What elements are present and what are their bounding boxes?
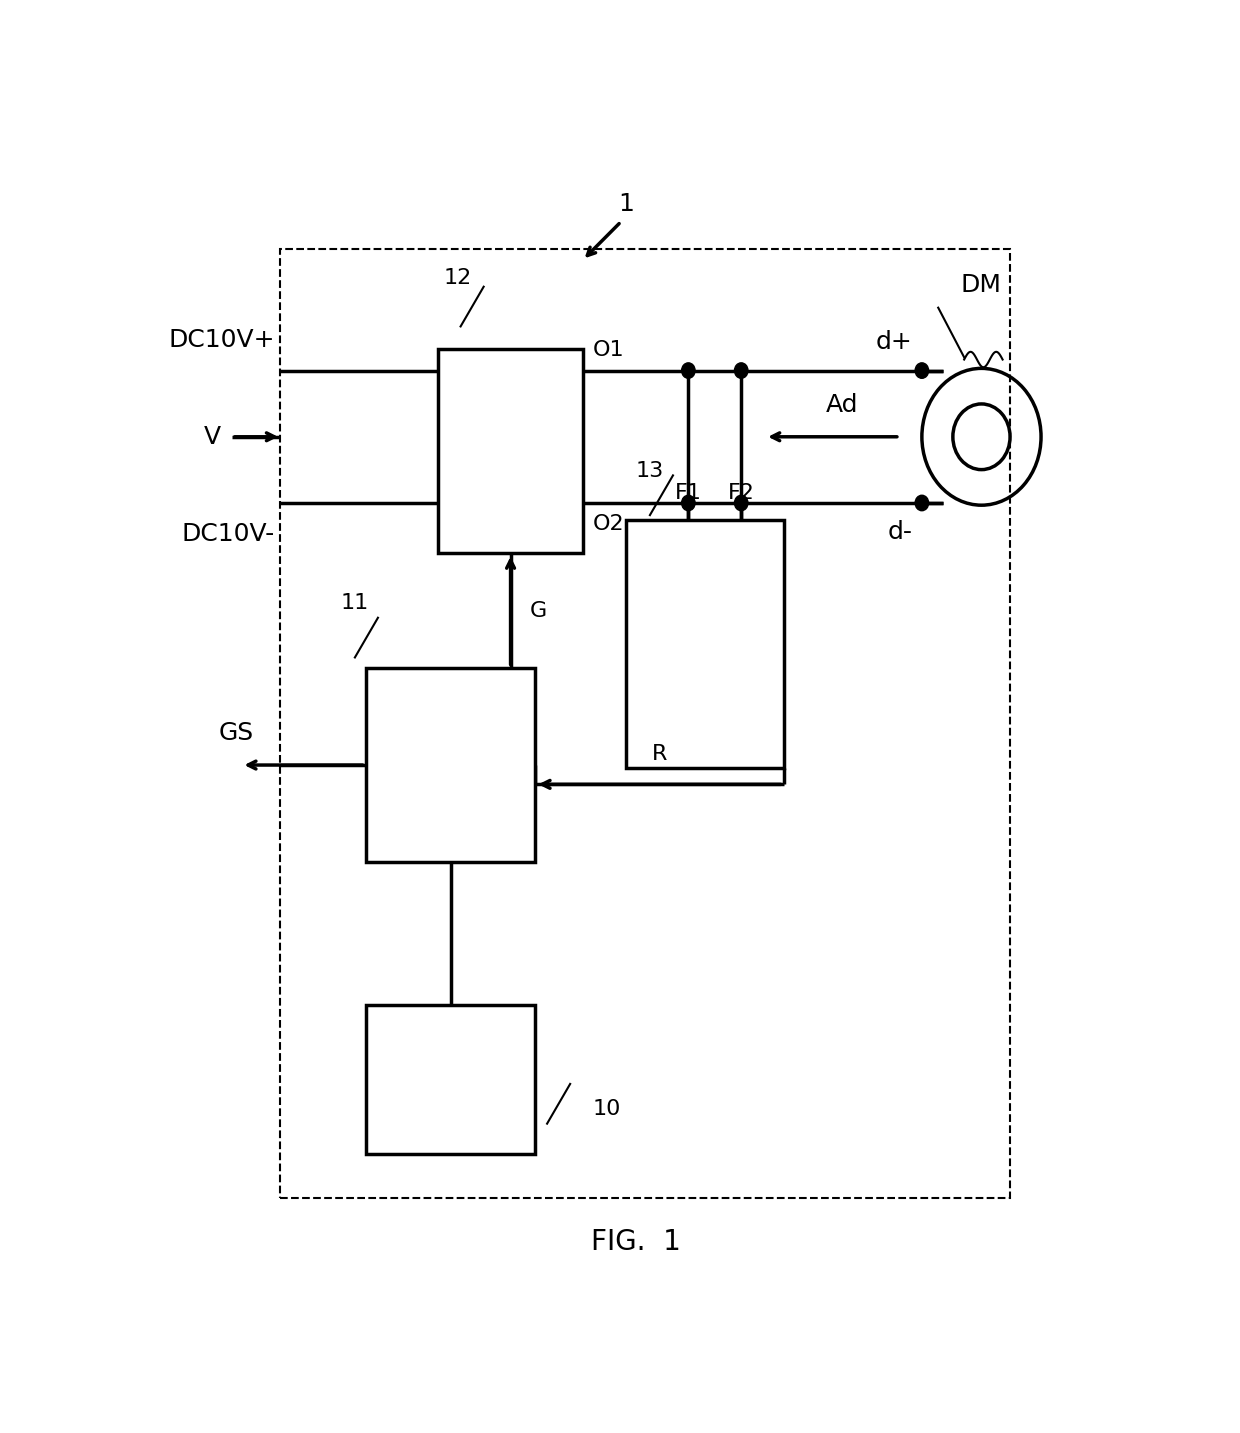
Text: d-: d- — [888, 520, 913, 543]
Circle shape — [682, 363, 696, 378]
Text: DC10V-: DC10V- — [182, 522, 275, 546]
Text: O1: O1 — [593, 340, 624, 360]
Bar — [626, 520, 785, 768]
Text: F2: F2 — [728, 483, 755, 503]
Circle shape — [734, 496, 748, 510]
Circle shape — [915, 363, 929, 378]
Text: R: R — [652, 745, 667, 764]
Bar — [367, 1005, 534, 1154]
Text: 10: 10 — [593, 1099, 621, 1119]
Text: d+: d+ — [875, 330, 913, 354]
Bar — [439, 348, 583, 553]
Bar — [367, 668, 534, 861]
Circle shape — [915, 496, 929, 510]
Circle shape — [734, 363, 748, 378]
Circle shape — [682, 496, 696, 510]
Text: V: V — [205, 424, 221, 449]
Text: 1: 1 — [618, 192, 634, 216]
Text: O2: O2 — [593, 514, 624, 535]
Text: 13: 13 — [636, 461, 665, 481]
Text: GS: GS — [219, 721, 254, 745]
Text: DM: DM — [961, 272, 1002, 297]
Bar — [280, 249, 1011, 1198]
Text: F1: F1 — [675, 483, 702, 503]
Text: 12: 12 — [444, 268, 472, 288]
Text: 11: 11 — [341, 593, 370, 613]
Text: DC10V+: DC10V+ — [169, 328, 275, 353]
Text: Ad: Ad — [826, 393, 858, 417]
Text: G: G — [529, 600, 547, 620]
Text: FIG.  1: FIG. 1 — [590, 1228, 681, 1257]
